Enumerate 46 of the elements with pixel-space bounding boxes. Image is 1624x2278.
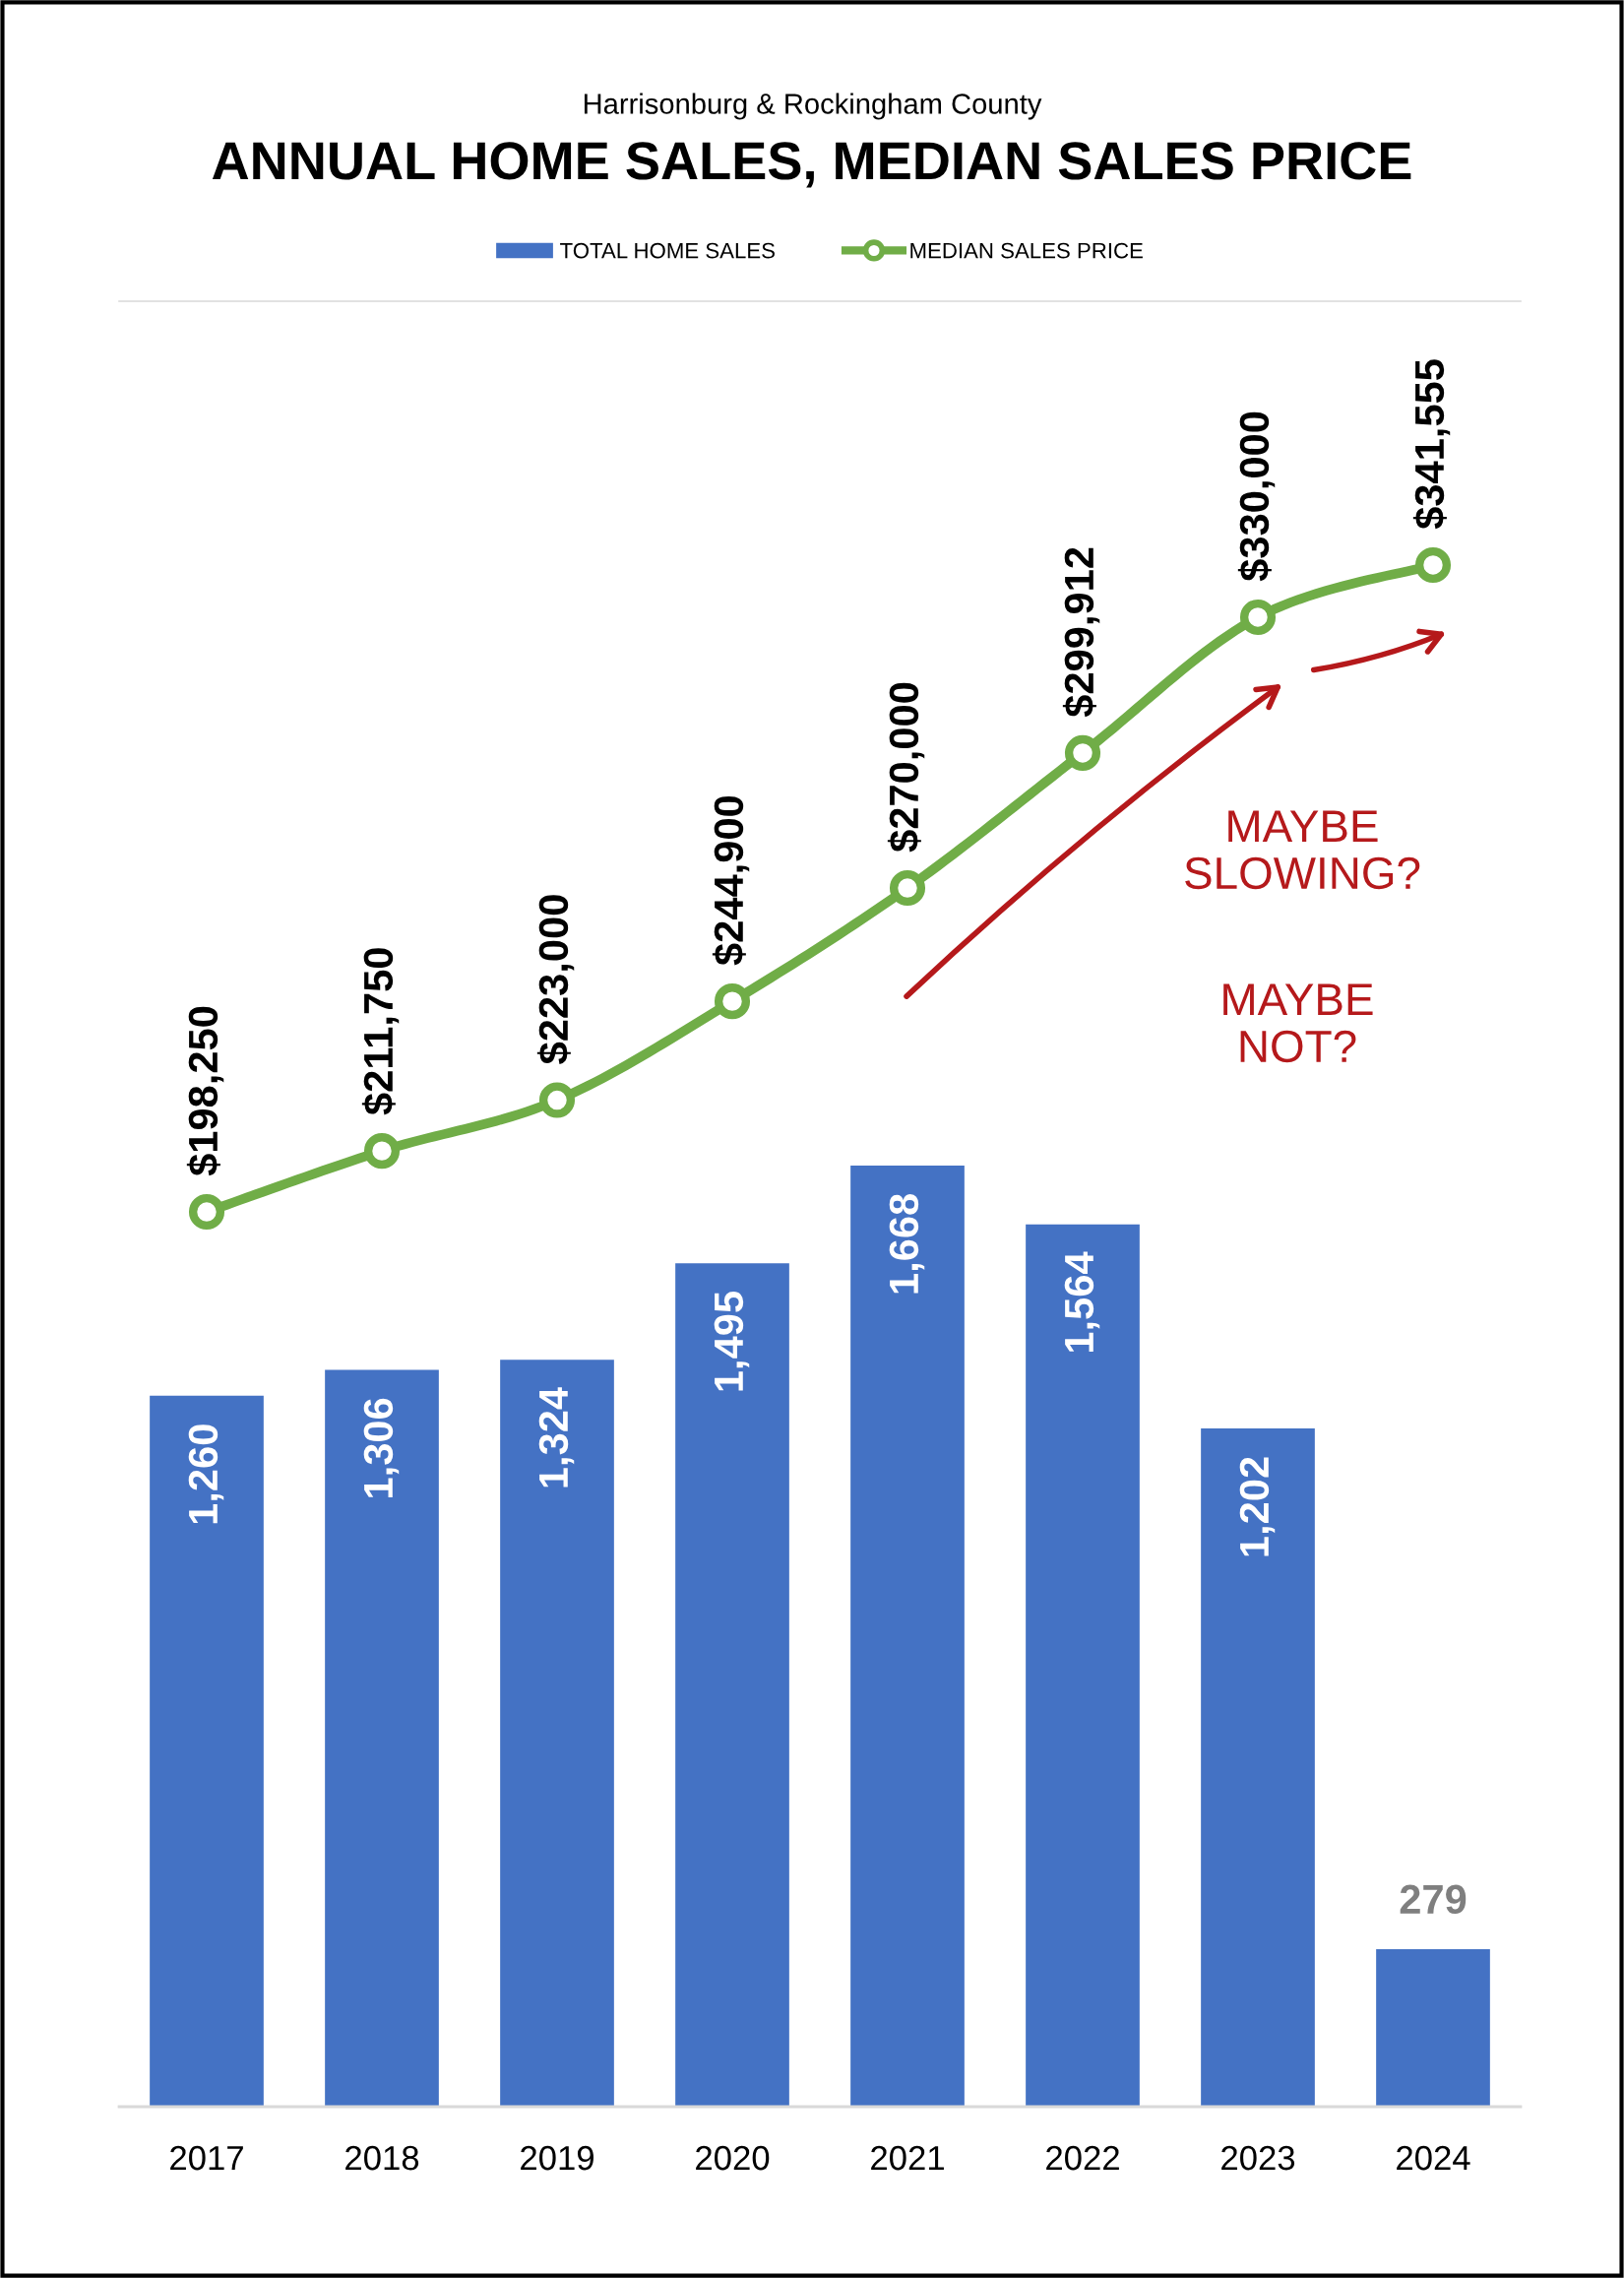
data-label: $198,250 — [186, 1006, 224, 1176]
x-tick-label: 2021 — [871, 2145, 944, 2171]
x-tick-label: 2018 — [345, 2145, 419, 2171]
data-label: $299,912 — [1062, 547, 1100, 718]
annotation: MAYBE NOT? — [1223, 983, 1373, 1063]
legend-label: MEDIAN SALES PRICE — [910, 242, 1143, 259]
data-label: 279 — [1400, 1884, 1467, 1915]
data-label: 1,324 — [538, 1387, 575, 1487]
data-label: 1,260 — [188, 1424, 224, 1524]
x-tick-label: 2020 — [696, 2145, 770, 2171]
x-tick-label: 2022 — [1046, 2145, 1119, 2171]
x-tick-label: 2017 — [170, 2145, 243, 2171]
point — [1239, 599, 1277, 636]
x-tick-label: 2023 — [1221, 2145, 1295, 2171]
data-label: 1,564 — [1064, 1251, 1100, 1353]
bar — [150, 1395, 264, 2107]
data-label: 1,495 — [714, 1292, 750, 1391]
point — [538, 1082, 576, 1118]
bar — [500, 1360, 614, 2107]
point — [188, 1193, 225, 1231]
point — [714, 983, 751, 1020]
data-label: $270,000 — [887, 682, 925, 853]
data-label: $330,000 — [1237, 411, 1276, 582]
annotation: MAYBE SLOWING? — [1185, 810, 1420, 890]
data-label: $244,900 — [712, 795, 750, 966]
point — [363, 1133, 401, 1170]
chart-title: ANNUAL HOME SALES, MEDIAN SALES PRICE — [212, 142, 1411, 188]
chart-subtitle: Harrisonburg & Rockingham County — [584, 93, 1042, 120]
data-label: $341,555 — [1412, 359, 1451, 530]
data-label: 1,202 — [1239, 1457, 1276, 1556]
data-label: $223,000 — [536, 895, 575, 1064]
x-tick-label: 2024 — [1397, 2145, 1470, 2171]
bar — [1026, 1224, 1140, 2107]
bar — [325, 1369, 439, 2107]
point — [889, 869, 926, 907]
bar — [675, 1263, 789, 2107]
bar — [850, 1166, 965, 2107]
point — [1064, 734, 1101, 771]
data-label: $211,750 — [361, 948, 400, 1115]
legend-label: TOTAL HOME SALES — [560, 242, 775, 259]
data-label: 1,306 — [363, 1398, 400, 1497]
bar — [1201, 1428, 1315, 2107]
x-tick-label: 2019 — [521, 2145, 593, 2171]
bar — [1376, 1949, 1490, 2107]
point — [1414, 546, 1452, 584]
data-label: 1,668 — [889, 1194, 925, 1294]
